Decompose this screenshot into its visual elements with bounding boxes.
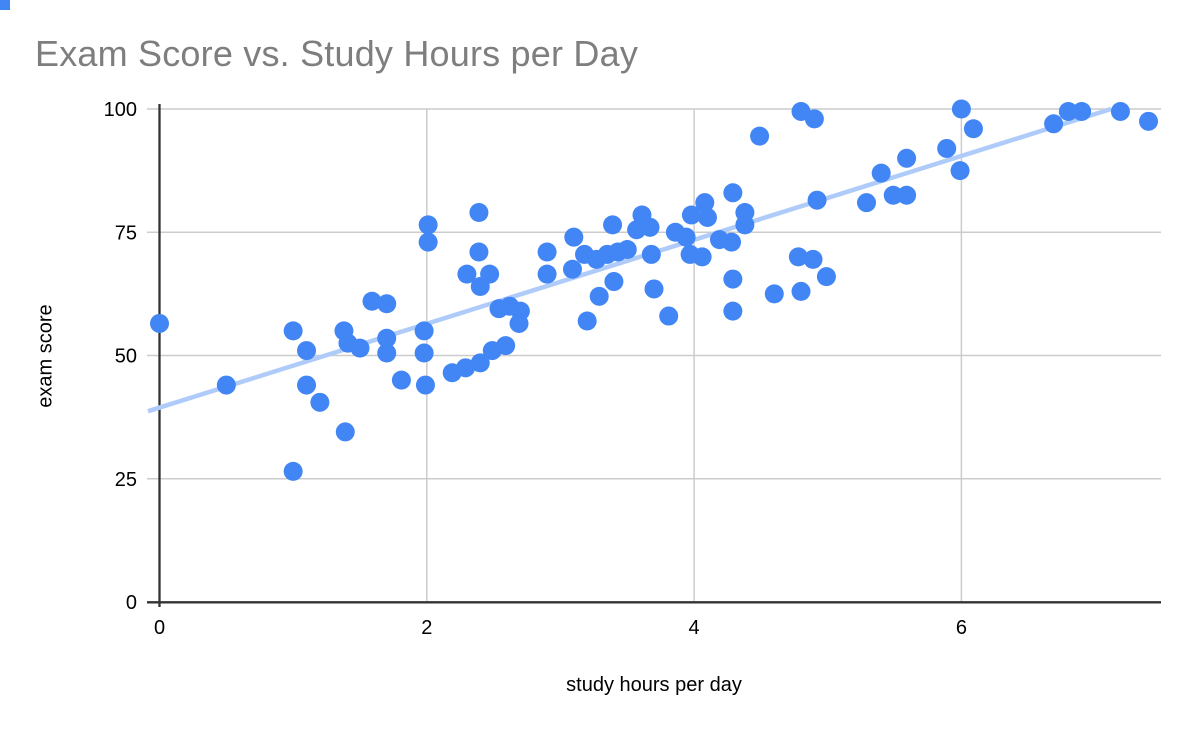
data-point[interactable] xyxy=(697,207,717,227)
data-point[interactable] xyxy=(871,163,891,183)
chart-selection-handle[interactable] xyxy=(0,0,10,10)
data-point[interactable] xyxy=(816,267,836,287)
data-point[interactable] xyxy=(589,286,609,306)
data-point[interactable] xyxy=(456,358,476,378)
data-point[interactable] xyxy=(469,242,489,262)
data-point[interactable] xyxy=(617,240,637,260)
data-point[interactable] xyxy=(418,215,438,235)
data-point[interactable] xyxy=(150,313,169,333)
data-point[interactable] xyxy=(803,249,823,269)
data-point[interactable] xyxy=(897,148,917,168)
chart-title: Exam Score vs. Study Hours per Day xyxy=(35,33,639,74)
data-point[interactable] xyxy=(951,99,971,119)
data-point[interactable] xyxy=(603,215,623,235)
data-point[interactable] xyxy=(480,264,500,284)
data-point[interactable] xyxy=(937,138,957,158)
y-tick-label: 50 xyxy=(115,346,137,368)
data-point[interactable] xyxy=(883,185,903,205)
data-point[interactable] xyxy=(644,279,664,299)
x-tick-label: 2 xyxy=(421,617,432,639)
data-point[interactable] xyxy=(562,259,582,279)
data-point[interactable] xyxy=(1044,114,1064,134)
data-point[interactable] xyxy=(1072,101,1092,121)
y-tick-label: 25 xyxy=(115,469,137,491)
data-point[interactable] xyxy=(641,244,661,264)
data-point[interactable] xyxy=(695,193,715,213)
data-point[interactable] xyxy=(414,343,434,363)
data-point[interactable] xyxy=(788,247,808,267)
data-point[interactable] xyxy=(537,264,557,284)
data-point[interactable] xyxy=(764,284,784,304)
data-point[interactable] xyxy=(377,294,397,314)
data-point[interactable] xyxy=(350,338,370,358)
data-point[interactable] xyxy=(283,321,303,341)
data-point[interactable] xyxy=(297,341,317,361)
data-point[interactable] xyxy=(963,119,983,139)
data-point[interactable] xyxy=(604,272,624,292)
y-tick-label: 0 xyxy=(126,592,137,614)
data-point[interactable] xyxy=(362,291,382,311)
data-point[interactable] xyxy=(283,461,303,481)
data-point[interactable] xyxy=(897,185,917,205)
data-point[interactable] xyxy=(807,190,827,210)
x-tick-label: 4 xyxy=(689,617,700,639)
data-point[interactable] xyxy=(950,161,970,181)
data-point[interactable] xyxy=(723,301,743,321)
data-point[interactable] xyxy=(216,375,236,395)
data-point[interactable] xyxy=(750,126,770,146)
data-point[interactable] xyxy=(414,321,434,341)
data-point[interactable] xyxy=(496,336,516,356)
y-tick-label: 100 xyxy=(104,99,137,121)
data-point[interactable] xyxy=(857,193,877,213)
data-point[interactable] xyxy=(692,247,712,267)
y-tick-label: 75 xyxy=(115,222,137,244)
data-point[interactable] xyxy=(577,311,597,331)
trendline xyxy=(147,106,1112,414)
data-point[interactable] xyxy=(470,353,490,373)
data-point[interactable] xyxy=(1110,101,1130,121)
data-point[interactable] xyxy=(537,242,557,262)
data-point[interactable] xyxy=(640,217,660,237)
x-axis-title: study hours per day xyxy=(566,674,742,696)
data-point[interactable] xyxy=(659,306,679,326)
data-point[interactable] xyxy=(723,269,743,289)
data-point[interactable] xyxy=(1058,101,1078,121)
data-point[interactable] xyxy=(804,109,824,129)
data-point[interactable] xyxy=(723,183,743,203)
data-point[interactable] xyxy=(722,232,742,252)
data-point[interactable] xyxy=(1139,111,1159,131)
data-point[interactable] xyxy=(391,370,411,390)
data-point[interactable] xyxy=(791,281,811,301)
data-point[interactable] xyxy=(469,203,489,223)
data-point[interactable] xyxy=(418,232,438,252)
data-point[interactable] xyxy=(297,375,317,395)
data-point[interactable] xyxy=(415,375,435,395)
x-tick-label: 6 xyxy=(956,617,967,639)
data-point[interactable] xyxy=(735,215,755,235)
data-point[interactable] xyxy=(377,328,397,348)
data-point[interactable] xyxy=(564,227,584,247)
data-point[interactable] xyxy=(335,422,355,442)
data-point[interactable] xyxy=(377,343,397,363)
data-point[interactable] xyxy=(509,313,529,333)
data-point[interactable] xyxy=(681,205,701,225)
data-point[interactable] xyxy=(310,392,330,412)
x-tick-label: 0 xyxy=(154,617,165,639)
data-point[interactable] xyxy=(457,264,477,284)
data-point[interactable] xyxy=(676,227,696,247)
